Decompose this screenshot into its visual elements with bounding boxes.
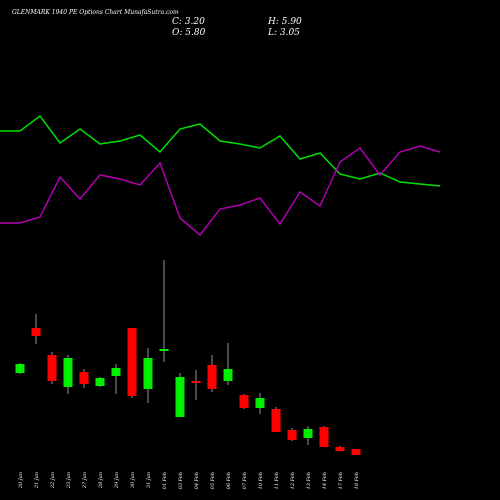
candle-body — [175, 377, 185, 417]
chart-title: GLENMARK 1940 PE Options Chart MunafaSut… — [12, 9, 179, 16]
x-tick-label: 31 Jan — [146, 472, 152, 488]
line-series — [0, 114, 441, 187]
candle-body — [15, 364, 25, 373]
candle-body — [255, 398, 265, 408]
candle-body — [351, 449, 361, 455]
x-tick-label: 04 Feb — [194, 472, 200, 489]
open-label: O: 5.80 — [172, 28, 206, 38]
candle-body — [239, 395, 249, 408]
x-tick-label: 20 Jan — [18, 472, 24, 489]
x-tick-label: 17 Feb — [338, 472, 344, 489]
x-tick-label: 13 Feb — [306, 472, 312, 489]
x-tick-label: 12 Feb — [290, 472, 296, 489]
candle-body — [335, 447, 345, 451]
x-tick-label: 10 Feb — [258, 472, 264, 489]
x-tick-label: 06 Feb — [226, 472, 232, 489]
line-series — [0, 145, 441, 237]
low-label: L: 3.05 — [267, 28, 300, 38]
x-tick-label: 18 Feb — [354, 472, 360, 489]
candle-body — [63, 358, 73, 387]
candle-body — [303, 429, 313, 438]
x-tick-label: 11 Feb — [274, 472, 280, 489]
candle-body — [287, 430, 297, 440]
x-tick-label: 07 Feb — [242, 472, 248, 489]
x-tick-label: 22 Jan — [50, 472, 56, 489]
x-tick-label: 27 Jan — [82, 472, 88, 489]
candle-body — [319, 427, 329, 447]
candle-body — [47, 355, 57, 381]
candle-body — [111, 368, 121, 376]
x-tick-label: 01 Feb — [162, 472, 168, 489]
candle-body — [143, 358, 153, 389]
candle-body — [95, 378, 105, 386]
candle-body — [127, 328, 137, 396]
x-tick-label: 21 Jan — [34, 472, 40, 489]
candle-body — [223, 369, 233, 381]
x-tick-label: 05 Feb — [210, 472, 216, 489]
candle-body — [159, 349, 169, 351]
candle-body — [207, 365, 217, 389]
x-tick-label: 03 Feb — [178, 472, 184, 489]
x-tick-label: 14 Feb — [322, 472, 328, 489]
candle-body — [271, 409, 281, 432]
candle-body — [31, 328, 41, 336]
candle-body — [191, 381, 201, 383]
x-tick-label: 30 Jan — [130, 472, 136, 488]
x-tick-label: 29 Jan — [114, 472, 120, 489]
x-tick-label: 28 Jan — [98, 472, 104, 489]
close-label: C: 3.20 — [172, 17, 205, 27]
candle-body — [79, 372, 89, 384]
high-label: H: 5.90 — [267, 17, 302, 27]
x-tick-label: 23 Jan — [66, 472, 72, 489]
